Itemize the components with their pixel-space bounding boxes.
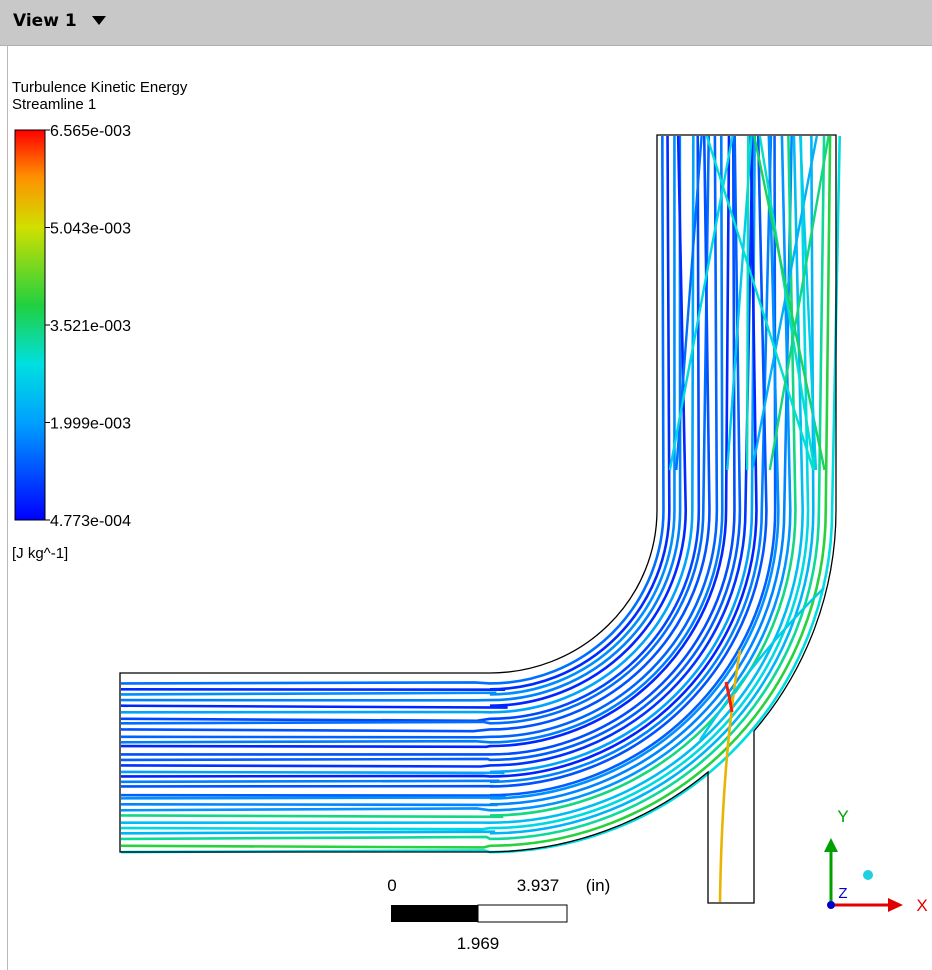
streamline	[121, 136, 734, 754]
streamline	[121, 136, 755, 773]
scale-middle: 1.969	[457, 934, 500, 953]
streamline	[121, 136, 669, 690]
axis-z-label: Z	[838, 885, 847, 902]
legend-label: 3.521e-003	[50, 318, 131, 335]
streamline	[121, 136, 824, 839]
streamline	[121, 136, 729, 747]
scale-end: 3.937	[517, 876, 560, 895]
streamline	[121, 136, 722, 742]
legend-label: 6.565e-003	[50, 123, 131, 140]
streamline	[121, 136, 686, 708]
streamline	[121, 136, 663, 683]
legend-label: 5.043e-003	[50, 221, 131, 238]
streamline	[121, 136, 674, 694]
streamline	[121, 136, 840, 852]
scale-bar-black	[391, 905, 478, 922]
viewer: View 1 Turbulence Kinetic Energy Streaml…	[0, 0, 932, 970]
scale-unit: (in)	[586, 876, 611, 895]
color-bar	[15, 130, 45, 520]
scene: Turbulence Kinetic Energy Streamline 1 6…	[0, 0, 932, 970]
legend-unit: [J kg^-1]	[12, 545, 68, 562]
legend-label: 1.999e-003	[50, 416, 131, 433]
axis-x-label: X	[916, 896, 927, 915]
streamline	[121, 136, 709, 723]
streamline	[121, 136, 680, 700]
legend-subtitle: Streamline 1	[12, 96, 96, 113]
scale-bar-white	[478, 905, 567, 922]
legend-label: 4.773e-004	[50, 513, 131, 530]
streamline	[747, 136, 748, 470]
streamline	[121, 136, 709, 731]
legend-title: Turbulence Kinetic Energy	[12, 79, 188, 96]
streamline	[121, 136, 740, 760]
streamline	[121, 136, 792, 805]
scale-start: 0	[387, 876, 396, 895]
streamline	[121, 136, 790, 810]
axis-triad: Y X Z	[824, 807, 928, 915]
axis-y-label: Y	[837, 807, 848, 826]
streamline	[121, 136, 756, 776]
streamline	[121, 136, 717, 737]
streamlines	[121, 136, 840, 902]
